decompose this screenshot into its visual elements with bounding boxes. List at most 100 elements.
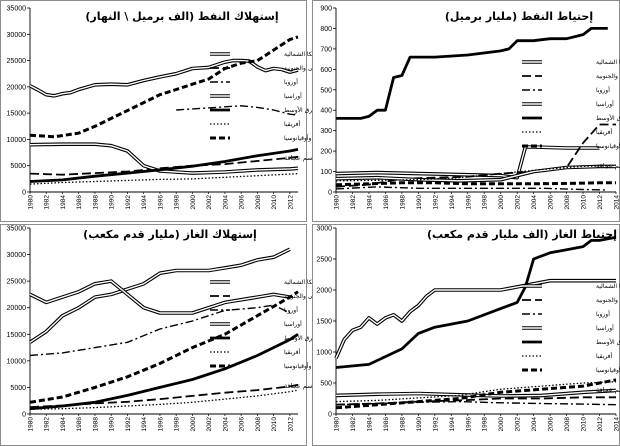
x-tick-label: 2006 [239, 195, 246, 210]
x-tick-label: 1984 [60, 195, 67, 210]
legend-label-apac: آسيا وأوقيانوسيا [284, 361, 324, 370]
x-tick-label: 1990 [416, 417, 423, 432]
x-tick-label: 2004 [222, 417, 229, 432]
y-tick-label: 300 [320, 128, 332, 135]
y-tick-label: 2500 [316, 257, 332, 264]
x-tick-label: 1998 [482, 417, 489, 432]
series-line-me [29, 333, 299, 411]
x-tick-label: 2004 [222, 195, 229, 210]
legend-entry-europe: أوروبا [210, 78, 298, 86]
x-tick-label: 2012 [287, 417, 294, 432]
series-africa [335, 381, 617, 403]
legend-entry-europe: أوروبا [522, 86, 610, 94]
chart-panel-2: 0 100 200 300 400 500 600 700 800 900 1980 1982 1984… [312, 0, 620, 222]
x-tick-label: 1986 [383, 195, 390, 210]
x-tick-label: 1994 [141, 417, 148, 432]
x-tick-label: 2006 [239, 417, 246, 432]
chart-title: إستهلاك الغاز (مليار قدم مكعب) [83, 228, 257, 241]
series-line-europe [176, 105, 299, 116]
legend-entry-apac: آسيا وأوقيانوسيا [210, 133, 324, 142]
author-credit: د. جاسم عجاقة [284, 382, 326, 390]
legend-label-na: أمريكا الشمالية [284, 50, 322, 58]
legend-label-latam: أمريكا الوسطى والجنوبية [596, 72, 620, 80]
y-tick-label: 1000 [316, 350, 332, 357]
y-tick-label: 800 [320, 26, 332, 33]
x-tick-label: 1998 [174, 195, 181, 210]
series-eurasia [29, 279, 291, 315]
x-tick-label: 2002 [206, 195, 213, 210]
x-tick-label: 1988 [399, 195, 406, 210]
x-tick-label: 1982 [350, 195, 357, 210]
chart-panel-4: 0 500 1000 1500 2000 2500 3000 1980 1982 1984 1986… [312, 224, 620, 446]
legend-label-africa: أفريقيا [284, 120, 301, 128]
series-apac [29, 290, 299, 404]
x-tick-label: 1982 [350, 417, 357, 432]
x-tick-label: 2014 [614, 417, 620, 432]
x-tick-label: 1984 [60, 417, 67, 432]
y-tick-label: 25000 [7, 279, 27, 286]
series-latam [29, 383, 299, 408]
legend-label-eurasia: أوراسيا [284, 92, 302, 100]
series-line-me [29, 148, 299, 183]
x-tick-label: 2000 [190, 195, 197, 210]
series-line-apac [335, 378, 617, 410]
x-tick-label: 1980 [334, 417, 341, 432]
series-line-africa [335, 381, 617, 403]
series-line-apac [29, 290, 299, 404]
x-tick-label: 2010 [581, 417, 588, 432]
series-line-europe [29, 304, 291, 357]
series-line-latam [29, 383, 299, 408]
legend-label-me: الشرق الأوسط [284, 106, 322, 114]
x-tick-label: 1988 [92, 417, 99, 432]
legend-label-me: الشرق الأوسط [284, 334, 322, 342]
series-line-africa [335, 164, 617, 182]
y-tick-label: 0 [22, 412, 26, 419]
series-line-apac [335, 181, 616, 187]
y-tick-label: 100 [320, 169, 332, 176]
x-tick-label: 2002 [515, 195, 522, 210]
legend-label-na: أمريكا الشمالية [596, 58, 620, 66]
x-tick-label: 2012 [597, 195, 604, 210]
x-tick-label: 2010 [581, 195, 588, 210]
y-tick-label: 20000 [7, 84, 27, 91]
author-credit: د. جاسم عجاقة [596, 386, 620, 394]
x-tick-label: 2010 [271, 417, 278, 432]
series-line-europe [335, 186, 608, 191]
legend-label-eurasia: أوراسيا [284, 320, 302, 328]
y-tick-label: 600 [320, 67, 332, 74]
series-africa [335, 164, 617, 182]
legend: أمريكا الشمالية أمريكا الوسطى والجنوبية أو… [522, 58, 620, 150]
x-tick-label: 1988 [399, 417, 406, 432]
legend-label-eurasia: أوراسيا [596, 324, 614, 332]
chart-title: إستهلاك النفط (الف برميل \ النهار) [85, 10, 278, 23]
legend-label-na: أمريكا الشمالية [284, 278, 322, 286]
x-tick-label: 1992 [125, 417, 132, 432]
x-tick-label: 1996 [157, 417, 164, 432]
y-tick-label: 0 [328, 412, 332, 419]
x-tick-label: 2012 [597, 417, 604, 432]
legend-label-me: الشرق الأوسط [596, 338, 620, 346]
legend-entry-na: أمريكا الشمالية [210, 50, 322, 58]
chart-title: إحتياط النفط (مليار برميل) [445, 10, 593, 23]
y-tick-label: 35000 [7, 6, 27, 13]
legend-entry-eurasia: أوراسيا [522, 100, 614, 108]
x-tick-label: 1996 [465, 417, 472, 432]
y-tick-label: 3000 [316, 226, 332, 233]
y-tick-label: 35000 [7, 226, 27, 233]
x-tick-label: 2008 [255, 417, 262, 432]
x-tick-label: 1994 [141, 195, 148, 210]
legend-label-latam: أمريكا الوسطى والجنوبية [596, 296, 620, 304]
legend-entry-europe: أوروبا [210, 306, 298, 314]
legend-entry-eurasia: أوراسيا [522, 324, 614, 332]
y-tick-label: 2000 [316, 288, 332, 295]
series-line-eurasia-inner [335, 280, 616, 359]
y-tick-label: 400 [320, 108, 332, 115]
series-line-latam [335, 396, 616, 406]
y-tick-label: 30000 [7, 252, 27, 259]
y-tick-label: 1500 [316, 319, 332, 326]
series-europe [176, 105, 299, 116]
series-europe [335, 186, 608, 191]
author-credit: د. جاسم عجاقة [596, 162, 620, 170]
